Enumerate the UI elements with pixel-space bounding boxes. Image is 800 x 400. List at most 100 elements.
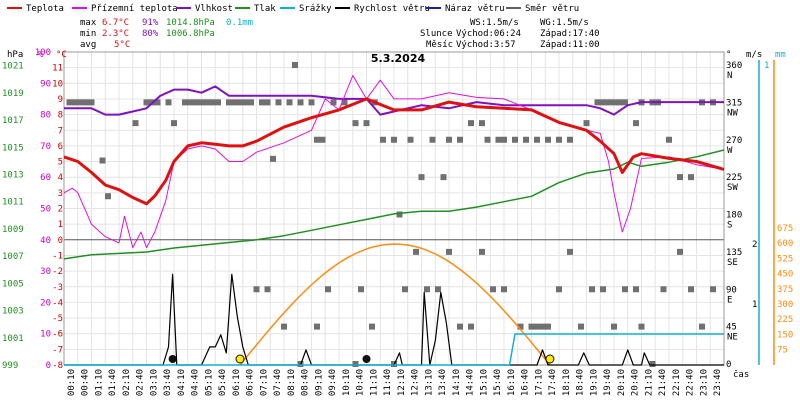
x-tick-label: 14:40 bbox=[466, 369, 476, 396]
degc-tick-label: -8 bbox=[52, 361, 63, 371]
pct-tick-label: 90 bbox=[40, 79, 51, 89]
x-tick-label: 01:40 bbox=[108, 369, 118, 396]
wind-direction-point bbox=[187, 99, 194, 106]
wind-direction-point bbox=[501, 286, 507, 293]
degc-tick-label: -1 bbox=[52, 251, 63, 261]
sun-rise-marker bbox=[235, 354, 245, 364]
wind-direction-point bbox=[72, 99, 78, 106]
dir-compass-tick-label: S bbox=[727, 221, 732, 231]
wind-direction-point bbox=[396, 211, 403, 218]
x-tick-label: 13:10 bbox=[424, 369, 434, 396]
wind-direction-point bbox=[545, 323, 551, 330]
hpa-tick-label: 1001 bbox=[2, 334, 24, 344]
pct-tick-label: 100 bbox=[35, 48, 51, 58]
x-tick-label: 10:40 bbox=[356, 369, 366, 396]
x-axis-title: čas bbox=[733, 369, 749, 380]
hpa-tick-label: 1013 bbox=[2, 170, 24, 180]
x-tick-label: 08:10 bbox=[287, 369, 297, 396]
wind-direction-point bbox=[446, 248, 452, 255]
wind-direction-point bbox=[699, 323, 705, 330]
wind-direction-point bbox=[66, 99, 73, 106]
wind-direction-point bbox=[545, 136, 551, 143]
sun-set-marker bbox=[545, 354, 555, 364]
x-tick-label: 06:10 bbox=[232, 369, 242, 396]
x-tick-label: 02:40 bbox=[136, 369, 146, 396]
degc-tick-label: 9 bbox=[58, 95, 63, 105]
wind-direction-point bbox=[424, 286, 430, 293]
wind-direction-point bbox=[611, 99, 617, 106]
stats-min-hum: 80% bbox=[142, 29, 159, 39]
wind-direction-point bbox=[99, 157, 106, 164]
pct-tick-label: 80 bbox=[40, 111, 51, 121]
wind-direction-point bbox=[264, 99, 271, 106]
pct-tick-label: 60 bbox=[40, 173, 51, 183]
wind-direction-point bbox=[600, 99, 606, 106]
wind-direction-point bbox=[622, 99, 628, 106]
wind-direction-point bbox=[215, 99, 221, 106]
degc-tick-label: 2 bbox=[58, 205, 63, 215]
x-tick-label: 03:10 bbox=[149, 369, 159, 396]
wind-direction-point bbox=[209, 99, 216, 106]
hpa-tick-label: 1017 bbox=[2, 116, 24, 126]
hpa-tick-label: 1007 bbox=[2, 252, 24, 262]
mm-tick-label: 600 bbox=[777, 239, 793, 249]
mm-tick-label: 75 bbox=[777, 346, 788, 356]
mm-tick-label: 300 bbox=[777, 300, 793, 310]
legend-label-vlhkost: Vlhkost bbox=[195, 4, 233, 14]
x-tick-label: 22:10 bbox=[672, 369, 682, 396]
wind-direction-point bbox=[407, 136, 414, 143]
wind-direction-point bbox=[83, 99, 89, 106]
x-tick-label: 15:40 bbox=[493, 369, 503, 396]
x-tick-label: 01:10 bbox=[94, 369, 104, 396]
dir-deg-tick-label: 45 bbox=[726, 323, 737, 333]
wind-direction-point bbox=[358, 286, 364, 293]
stats-min-press: 1006.8hPa bbox=[166, 29, 215, 39]
degc-tick-label: 4 bbox=[58, 173, 63, 183]
x-tick-label: 05:10 bbox=[204, 369, 214, 396]
info-moon-set: Západ:11:00 bbox=[540, 40, 600, 50]
info-moon-label: Měsíc bbox=[426, 40, 453, 50]
degc-tick-label: -5 bbox=[52, 314, 63, 324]
hpa-tick-label: 1021 bbox=[2, 62, 24, 72]
pct-tick-label: 40 bbox=[40, 236, 51, 246]
x-tick-label: 09:10 bbox=[314, 369, 324, 396]
wind-direction-point bbox=[418, 174, 425, 181]
wind-direction-point bbox=[242, 99, 249, 106]
x-tick-label: 04:40 bbox=[191, 369, 201, 396]
wind-direction-point bbox=[264, 286, 271, 293]
wind-direction-point bbox=[589, 286, 595, 293]
wind-direction-point bbox=[363, 120, 370, 127]
x-tick-label: 18:10 bbox=[562, 369, 572, 396]
degc-tick-label: -7 bbox=[52, 345, 63, 355]
wind-direction-point bbox=[567, 136, 573, 143]
wind-direction-point bbox=[352, 361, 359, 367]
wind-direction-point bbox=[165, 99, 172, 106]
info-wg: WG:1.5m/s bbox=[540, 18, 589, 28]
wind-direction-point bbox=[429, 136, 436, 143]
wind-direction-point bbox=[275, 99, 282, 106]
mm-tick-label: 150 bbox=[777, 330, 793, 340]
x-tick-label: 12:10 bbox=[397, 369, 407, 396]
x-tick-label: 04:10 bbox=[177, 369, 187, 396]
axes-layer: 1021101910171015101310111009100710051003… bbox=[2, 48, 793, 396]
dir-deg-tick-label: 180 bbox=[726, 211, 742, 221]
wind-direction-point bbox=[660, 286, 667, 293]
wind-direction-point bbox=[226, 99, 232, 106]
x-tick-label: 07:40 bbox=[273, 369, 283, 396]
pressure-line bbox=[63, 149, 725, 260]
legend-label-prizemni-teplota: Přízemní teplota bbox=[91, 4, 178, 14]
x-tick-label: 05:40 bbox=[218, 369, 228, 396]
wind-direction-point bbox=[534, 136, 540, 143]
wind-direction-point bbox=[688, 286, 694, 293]
wind-direction-point bbox=[281, 323, 287, 330]
ms-tick-label: 1 bbox=[752, 300, 757, 310]
dir-compass-tick-label: W bbox=[727, 146, 733, 156]
x-tick-label: 18:40 bbox=[576, 369, 586, 396]
x-tick-label: 00:10 bbox=[67, 369, 77, 396]
x-tick-label: 23:40 bbox=[713, 369, 723, 396]
x-tick-label: 02:10 bbox=[122, 369, 132, 396]
dir-compass-tick-label: NE bbox=[727, 333, 738, 343]
wind-direction-point bbox=[528, 323, 535, 330]
stats-max-press: 1014.8hPa bbox=[166, 18, 215, 28]
wind-direction-point bbox=[468, 323, 474, 330]
